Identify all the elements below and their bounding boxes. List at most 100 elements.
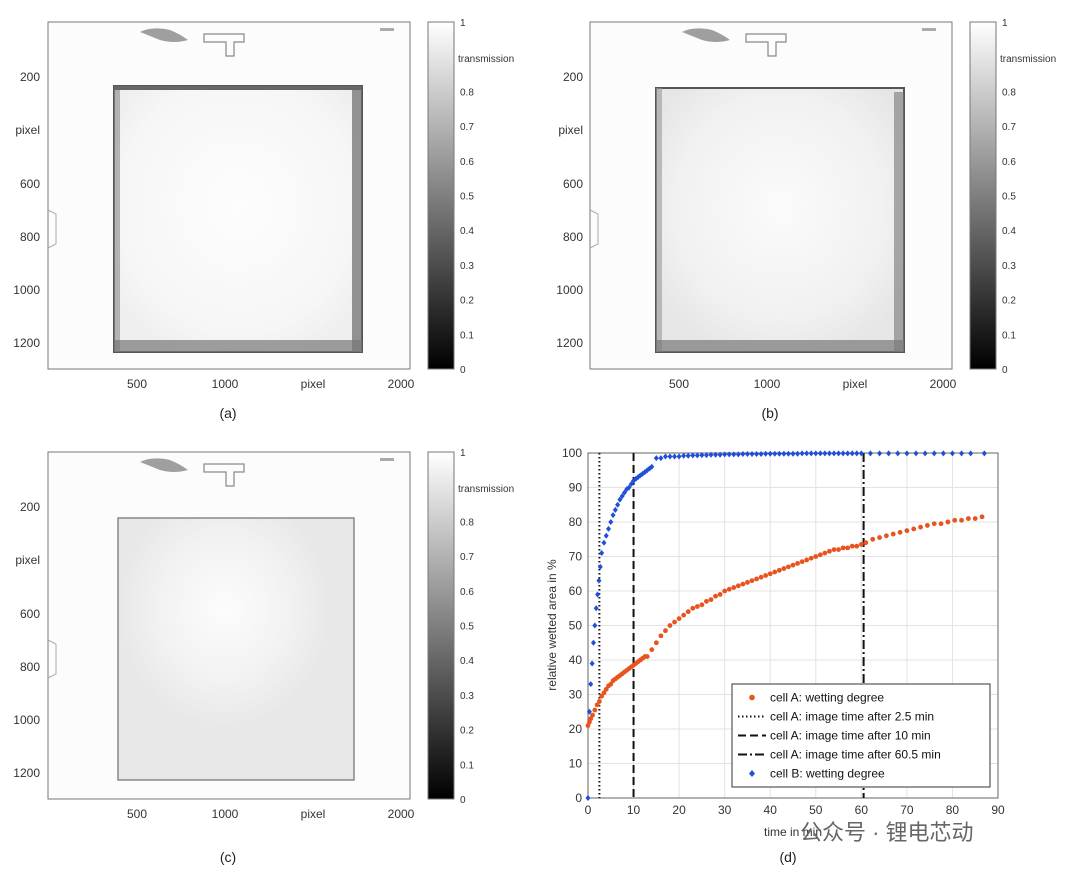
cell-b-point — [804, 450, 810, 457]
cell-a-point — [786, 564, 791, 570]
legend-entry: cell B: wetting degree — [770, 767, 885, 781]
cell-b-point — [722, 451, 728, 458]
y-tick-label: 0 — [575, 791, 582, 805]
cell-b-point — [799, 450, 805, 457]
cell-b-point — [592, 622, 598, 629]
y-tick-c-3: 800 — [20, 660, 40, 674]
cell-a-point — [883, 533, 889, 539]
chart-panel-d: 0 10 20 30 40 50 60 70 80 90 0 10 20 30 40 50 60 70 80 90 10… — [545, 446, 1005, 865]
colorbar-tick: 0.2 — [460, 726, 474, 737]
colorbar-tick: 0 — [460, 365, 466, 376]
y-tick-label: 50 — [569, 619, 583, 633]
cell-a-point — [758, 574, 764, 580]
cell-a-point — [795, 561, 800, 566]
legend-entry: cell A: image time after 60.5 min — [770, 748, 941, 762]
cell-b-point — [845, 450, 851, 457]
y-tick-label: 90 — [569, 481, 583, 495]
y-tick-a-5: 1200 — [13, 336, 40, 350]
cell-b-point — [735, 451, 741, 458]
cell-b-point — [754, 451, 760, 458]
cell-b-point — [904, 450, 910, 457]
colorbar-tick: 0.8 — [1002, 87, 1016, 98]
cell-a-point — [840, 545, 846, 551]
cell-b-point — [781, 450, 787, 457]
cell-b-point — [708, 451, 714, 458]
cell-b-point — [758, 451, 764, 458]
cell-a-point — [877, 535, 882, 540]
y-tick-label: 10 — [569, 757, 583, 771]
cell-a-point — [804, 557, 810, 563]
cell-b-point — [586, 708, 592, 715]
cell-b-point — [590, 639, 596, 646]
cell-b-point — [703, 452, 709, 459]
cell-a-point — [924, 523, 930, 528]
cell-b-point — [619, 493, 625, 500]
cell-a-point — [699, 602, 705, 608]
cell-b-point — [658, 455, 664, 462]
cell-a-point — [676, 616, 682, 621]
cell-a-point — [749, 578, 755, 584]
cell-a-point — [831, 547, 837, 552]
cell-a-point — [772, 569, 778, 575]
x-tick-label: 40 — [764, 803, 778, 817]
y-tick-label: 60 — [569, 584, 583, 598]
cell-b-point — [610, 512, 616, 519]
y-tick-b-0: 200 — [563, 70, 583, 84]
cell-b-point — [603, 532, 609, 539]
legend-symbol — [749, 770, 755, 777]
x-tick-label: 10 — [627, 803, 641, 817]
cell-b-point — [922, 450, 928, 457]
cell-b-point — [626, 484, 632, 491]
colorbar-a — [427, 21, 455, 370]
cell-b-point — [589, 660, 595, 667]
cell-b-point — [772, 450, 778, 457]
x-tick-b-1: 1000 — [754, 377, 781, 391]
cell-b-point — [840, 450, 846, 457]
cell-b-point — [681, 452, 687, 459]
cell-b-point — [831, 450, 837, 457]
y-tick-a-1: pixel — [15, 123, 40, 137]
colorbar-tick: 0.3 — [1002, 261, 1016, 272]
colorbar-tick: 0.6 — [460, 157, 474, 168]
cell-region-b — [655, 87, 905, 353]
y-tick-label: 40 — [569, 653, 583, 667]
y-tick-b-1: pixel — [558, 123, 583, 137]
cell-a-point — [672, 619, 677, 625]
cell-b-point — [854, 450, 860, 457]
colorbar-tick: 0.3 — [460, 261, 474, 272]
cell-b-point — [808, 450, 814, 457]
cell-b-point — [949, 450, 955, 457]
cell-b-point — [726, 451, 732, 458]
cell-b-point — [877, 450, 883, 457]
cell-b-point — [968, 450, 974, 457]
cell-b-point — [858, 450, 864, 457]
cell-b-point — [867, 450, 873, 457]
cell-b-point — [694, 452, 700, 459]
colorbar-tick: 0.4 — [460, 226, 474, 237]
cell-a-point — [653, 640, 659, 646]
cell-a-point — [781, 566, 787, 571]
y-tick-c-1: pixel — [15, 553, 40, 567]
cell-b-point — [913, 450, 919, 457]
cell-b-point — [826, 450, 832, 457]
cell-a-point — [603, 686, 609, 692]
x-tick-label: 50 — [809, 803, 823, 817]
image-panel-c: 200 pixel 600 800 1000 1200 500 1000 pix… — [13, 448, 514, 865]
chart-marks — [585, 450, 987, 801]
cell-b-point — [886, 450, 892, 457]
cell-b-point — [621, 489, 627, 496]
cell-b-point — [588, 681, 594, 688]
x-tick-label: 60 — [855, 803, 869, 817]
cell-a-point — [904, 528, 910, 534]
x-tick-a-1: 1000 — [212, 377, 239, 391]
x-tick-label: 0 — [585, 803, 592, 817]
cell-a-point — [890, 531, 896, 537]
cell-a-point — [649, 647, 655, 653]
x-tick-a-2: pixel — [301, 377, 326, 391]
colorbar-tick: 0.6 — [460, 587, 474, 598]
cell-b-point — [931, 450, 937, 457]
cell-a-point — [644, 654, 650, 659]
legend-entry: cell A: image time after 2.5 min — [770, 710, 934, 724]
cell-a-point — [708, 597, 714, 603]
cell-a-point — [745, 579, 750, 585]
